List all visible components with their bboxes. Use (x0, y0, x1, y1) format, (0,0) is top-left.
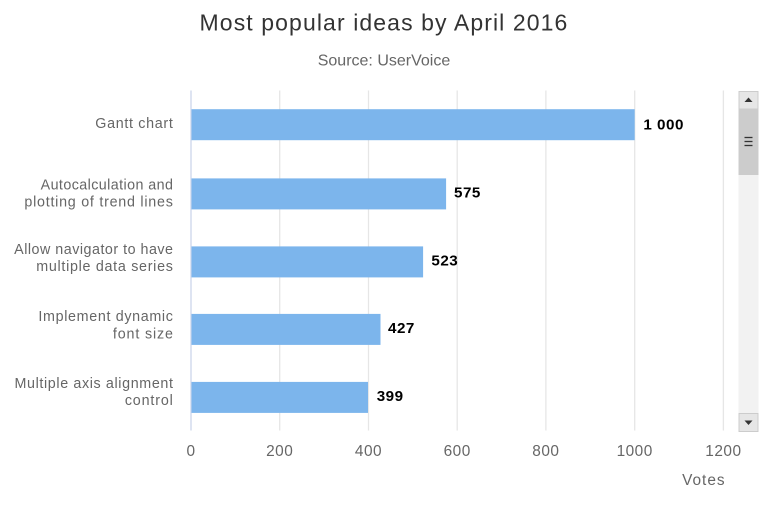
svg-text:Multiple axis alignment: Multiple axis alignment (14, 376, 173, 392)
svg-text:Votes: Votes (682, 472, 726, 489)
svg-text:399: 399 (377, 388, 404, 405)
svg-text:control: control (125, 393, 174, 409)
svg-text:0: 0 (186, 443, 195, 460)
svg-text:427: 427 (388, 320, 415, 337)
svg-text:Allow navigator to have: Allow navigator to have (14, 242, 173, 258)
svg-text:font size: font size (113, 326, 174, 342)
svg-text:600: 600 (444, 443, 471, 460)
svg-text:575: 575 (454, 184, 481, 201)
svg-text:multiple data series: multiple data series (36, 259, 173, 275)
svg-text:1 000: 1 000 (643, 116, 684, 133)
svg-text:Implement dynamic: Implement dynamic (38, 309, 173, 325)
svg-text:400: 400 (355, 443, 382, 460)
svg-text:Autocalculation and: Autocalculation and (41, 178, 174, 194)
svg-text:Most popular ideas by April 20: Most popular ideas by April 2016 (200, 10, 569, 36)
svg-text:1200: 1200 (705, 443, 741, 460)
svg-text:1000: 1000 (617, 443, 653, 460)
svg-text:523: 523 (431, 252, 458, 269)
svg-text:Gantt chart: Gantt chart (95, 116, 173, 132)
svg-text:200: 200 (266, 443, 293, 460)
svg-text:Source: UserVoice: Source: UserVoice (318, 53, 451, 70)
svg-text:800: 800 (532, 443, 559, 460)
svg-text:plotting of trend lines: plotting of trend lines (24, 195, 173, 211)
